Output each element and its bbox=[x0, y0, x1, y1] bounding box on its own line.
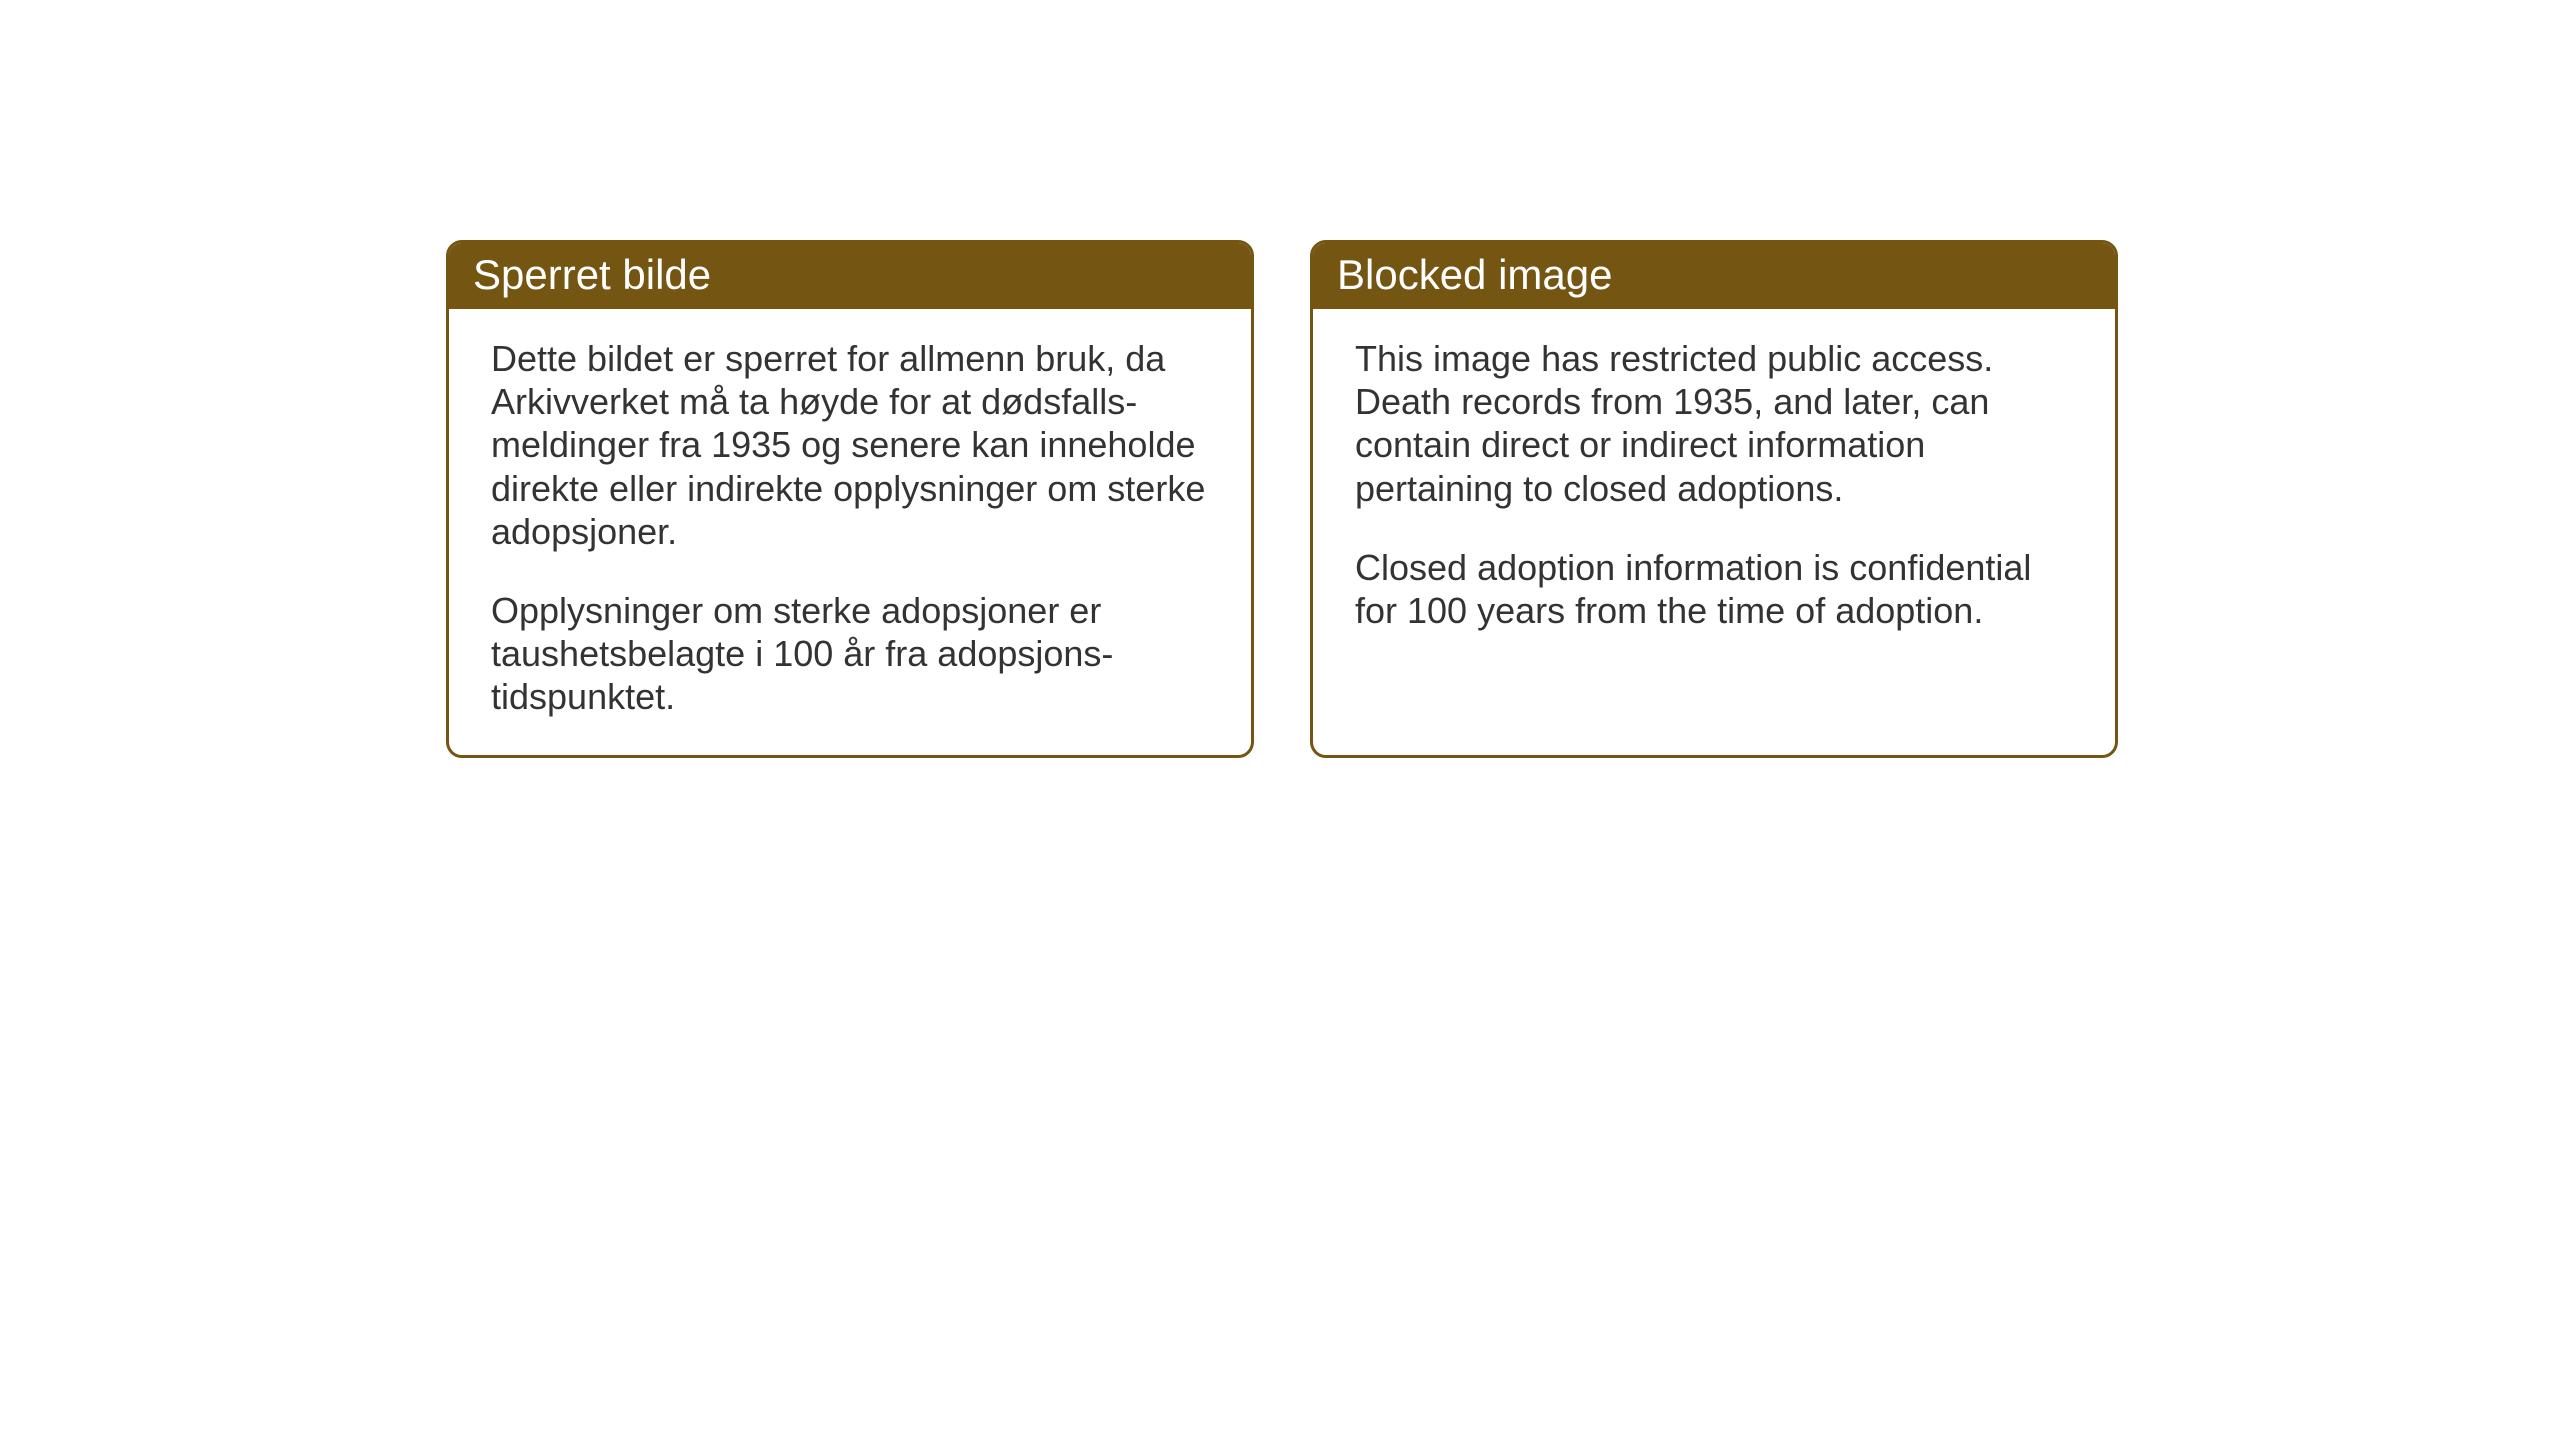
blocked-image-card-english: Blocked image This image has restricted … bbox=[1310, 240, 2118, 758]
card-header-norwegian: Sperret bilde bbox=[449, 243, 1251, 309]
card-body-norwegian: Dette bildet er sperret for allmenn bruk… bbox=[449, 309, 1251, 755]
card-header-english: Blocked image bbox=[1313, 243, 2115, 309]
card-title-norwegian: Sperret bilde bbox=[473, 251, 711, 298]
card-paragraph-2-english: Closed adoption information is confident… bbox=[1355, 546, 2073, 632]
cards-container: Sperret bilde Dette bildet er sperret fo… bbox=[446, 240, 2118, 758]
card-title-english: Blocked image bbox=[1337, 251, 1612, 298]
card-body-english: This image has restricted public access.… bbox=[1313, 309, 2115, 668]
card-paragraph-1-norwegian: Dette bildet er sperret for allmenn bruk… bbox=[491, 337, 1209, 553]
blocked-image-card-norwegian: Sperret bilde Dette bildet er sperret fo… bbox=[446, 240, 1254, 758]
card-paragraph-1-english: This image has restricted public access.… bbox=[1355, 337, 2073, 510]
card-paragraph-2-norwegian: Opplysninger om sterke adopsjoner er tau… bbox=[491, 589, 1209, 719]
